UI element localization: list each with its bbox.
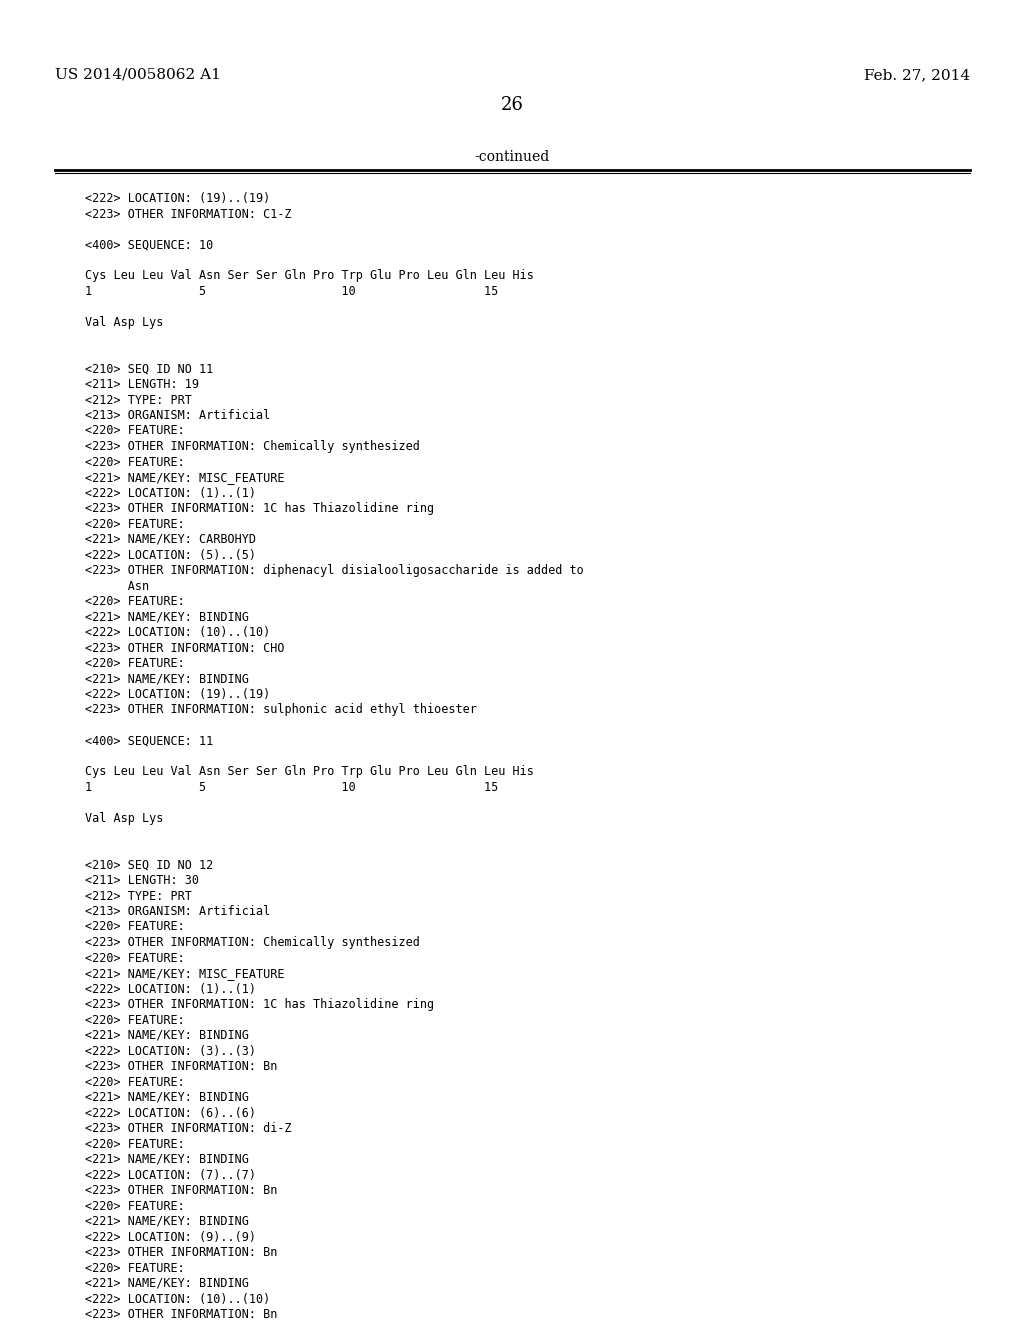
- Text: <222> LOCATION: (5)..(5): <222> LOCATION: (5)..(5): [85, 549, 256, 561]
- Text: <211> LENGTH: 19: <211> LENGTH: 19: [85, 378, 199, 391]
- Text: 1               5                   10                  15: 1 5 10 15: [85, 781, 499, 795]
- Text: Asn: Asn: [85, 579, 150, 593]
- Text: <221> NAME/KEY: BINDING: <221> NAME/KEY: BINDING: [85, 1092, 249, 1104]
- Text: <222> LOCATION: (19)..(19): <222> LOCATION: (19)..(19): [85, 688, 270, 701]
- Text: <220> FEATURE:: <220> FEATURE:: [85, 1200, 184, 1213]
- Text: <221> NAME/KEY: CARBOHYD: <221> NAME/KEY: CARBOHYD: [85, 533, 256, 546]
- Text: <222> LOCATION: (10)..(10): <222> LOCATION: (10)..(10): [85, 626, 270, 639]
- Text: <223> OTHER INFORMATION: Bn: <223> OTHER INFORMATION: Bn: [85, 1308, 278, 1320]
- Text: <212> TYPE: PRT: <212> TYPE: PRT: [85, 890, 191, 903]
- Text: <220> FEATURE:: <220> FEATURE:: [85, 1076, 184, 1089]
- Text: <213> ORGANISM: Artificial: <213> ORGANISM: Artificial: [85, 906, 270, 917]
- Text: <220> FEATURE:: <220> FEATURE:: [85, 952, 184, 965]
- Text: <220> FEATURE:: <220> FEATURE:: [85, 657, 184, 671]
- Text: <220> FEATURE:: <220> FEATURE:: [85, 455, 184, 469]
- Text: Val Asp Lys: Val Asp Lys: [85, 812, 164, 825]
- Text: <221> NAME/KEY: MISC_FEATURE: <221> NAME/KEY: MISC_FEATURE: [85, 471, 285, 484]
- Text: <213> ORGANISM: Artificial: <213> ORGANISM: Artificial: [85, 409, 270, 422]
- Text: <400> SEQUENCE: 10: <400> SEQUENCE: 10: [85, 239, 213, 252]
- Text: <222> LOCATION: (1)..(1): <222> LOCATION: (1)..(1): [85, 982, 256, 995]
- Text: <220> FEATURE:: <220> FEATURE:: [85, 517, 184, 531]
- Text: Cys Leu Leu Val Asn Ser Ser Gln Pro Trp Glu Pro Leu Gln Leu His: Cys Leu Leu Val Asn Ser Ser Gln Pro Trp …: [85, 269, 534, 282]
- Text: Val Asp Lys: Val Asp Lys: [85, 315, 164, 329]
- Text: 26: 26: [501, 96, 523, 114]
- Text: <222> LOCATION: (6)..(6): <222> LOCATION: (6)..(6): [85, 1106, 256, 1119]
- Text: <220> FEATURE:: <220> FEATURE:: [85, 920, 184, 933]
- Text: <223> OTHER INFORMATION: Bn: <223> OTHER INFORMATION: Bn: [85, 1060, 278, 1073]
- Text: <221> NAME/KEY: BINDING: <221> NAME/KEY: BINDING: [85, 1030, 249, 1041]
- Text: <221> NAME/KEY: BINDING: <221> NAME/KEY: BINDING: [85, 610, 249, 623]
- Text: <223> OTHER INFORMATION: 1C has Thiazolidine ring: <223> OTHER INFORMATION: 1C has Thiazoli…: [85, 502, 434, 515]
- Text: <222> LOCATION: (3)..(3): <222> LOCATION: (3)..(3): [85, 1044, 256, 1057]
- Text: <223> OTHER INFORMATION: Chemically synthesized: <223> OTHER INFORMATION: Chemically synt…: [85, 440, 420, 453]
- Text: <222> LOCATION: (9)..(9): <222> LOCATION: (9)..(9): [85, 1230, 256, 1243]
- Text: <220> FEATURE:: <220> FEATURE:: [85, 595, 184, 609]
- Text: <223> OTHER INFORMATION: 1C has Thiazolidine ring: <223> OTHER INFORMATION: 1C has Thiazoli…: [85, 998, 434, 1011]
- Text: <400> SEQUENCE: 11: <400> SEQUENCE: 11: [85, 734, 213, 747]
- Text: Feb. 27, 2014: Feb. 27, 2014: [864, 69, 970, 82]
- Text: <221> NAME/KEY: BINDING: <221> NAME/KEY: BINDING: [85, 1152, 249, 1166]
- Text: <223> OTHER INFORMATION: CHO: <223> OTHER INFORMATION: CHO: [85, 642, 285, 655]
- Text: US 2014/0058062 A1: US 2014/0058062 A1: [55, 69, 221, 82]
- Text: <221> NAME/KEY: MISC_FEATURE: <221> NAME/KEY: MISC_FEATURE: [85, 968, 285, 979]
- Text: <220> FEATURE:: <220> FEATURE:: [85, 425, 184, 437]
- Text: <221> NAME/KEY: BINDING: <221> NAME/KEY: BINDING: [85, 672, 249, 685]
- Text: <221> NAME/KEY: BINDING: <221> NAME/KEY: BINDING: [85, 1276, 249, 1290]
- Text: <223> OTHER INFORMATION: diphenacyl disialooligosaccharide is added to: <223> OTHER INFORMATION: diphenacyl disi…: [85, 564, 584, 577]
- Text: <210> SEQ ID NO 11: <210> SEQ ID NO 11: [85, 363, 213, 375]
- Text: <222> LOCATION: (10)..(10): <222> LOCATION: (10)..(10): [85, 1292, 270, 1305]
- Text: <223> OTHER INFORMATION: di-Z: <223> OTHER INFORMATION: di-Z: [85, 1122, 292, 1135]
- Text: <220> FEATURE:: <220> FEATURE:: [85, 1138, 184, 1151]
- Text: <221> NAME/KEY: BINDING: <221> NAME/KEY: BINDING: [85, 1214, 249, 1228]
- Text: 1               5                   10                  15: 1 5 10 15: [85, 285, 499, 298]
- Text: <223> OTHER INFORMATION: Bn: <223> OTHER INFORMATION: Bn: [85, 1246, 278, 1259]
- Text: <220> FEATURE:: <220> FEATURE:: [85, 1014, 184, 1027]
- Text: <222> LOCATION: (7)..(7): <222> LOCATION: (7)..(7): [85, 1168, 256, 1181]
- Text: <223> OTHER INFORMATION: Bn: <223> OTHER INFORMATION: Bn: [85, 1184, 278, 1197]
- Text: <211> LENGTH: 30: <211> LENGTH: 30: [85, 874, 199, 887]
- Text: -continued: -continued: [474, 150, 550, 164]
- Text: <223> OTHER INFORMATION: C1-Z: <223> OTHER INFORMATION: C1-Z: [85, 207, 292, 220]
- Text: <222> LOCATION: (19)..(19): <222> LOCATION: (19)..(19): [85, 191, 270, 205]
- Text: <220> FEATURE:: <220> FEATURE:: [85, 1262, 184, 1275]
- Text: <210> SEQ ID NO 12: <210> SEQ ID NO 12: [85, 858, 213, 871]
- Text: <212> TYPE: PRT: <212> TYPE: PRT: [85, 393, 191, 407]
- Text: <222> LOCATION: (1)..(1): <222> LOCATION: (1)..(1): [85, 487, 256, 499]
- Text: <223> OTHER INFORMATION: sulphonic acid ethyl thioester: <223> OTHER INFORMATION: sulphonic acid …: [85, 704, 477, 717]
- Text: <223> OTHER INFORMATION: Chemically synthesized: <223> OTHER INFORMATION: Chemically synt…: [85, 936, 420, 949]
- Text: Cys Leu Leu Val Asn Ser Ser Gln Pro Trp Glu Pro Leu Gln Leu His: Cys Leu Leu Val Asn Ser Ser Gln Pro Trp …: [85, 766, 534, 779]
